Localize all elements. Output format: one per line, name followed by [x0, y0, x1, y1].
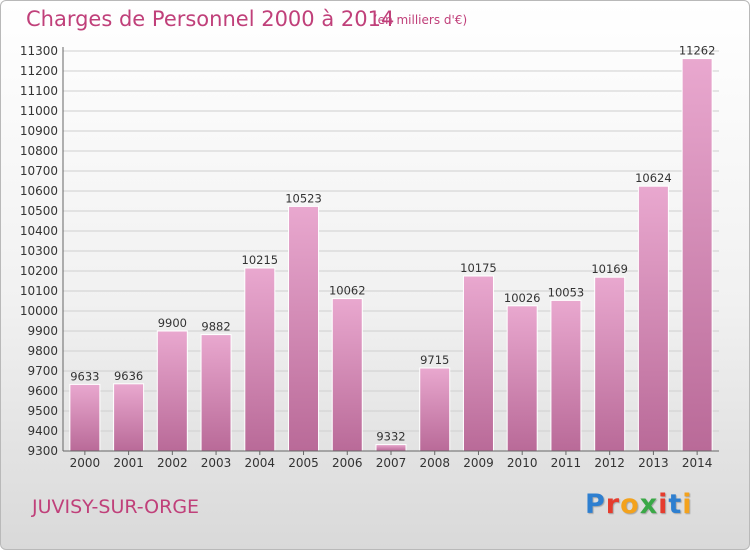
y-tick-label: 10100	[20, 284, 58, 298]
bar	[550, 299, 582, 452]
bar	[462, 275, 494, 452]
bar	[69, 383, 101, 452]
logo-letter: i	[658, 489, 669, 520]
x-tick-label: 2010	[507, 456, 538, 470]
bar	[506, 305, 538, 452]
x-tick-label: 2012	[594, 456, 625, 470]
data-label: 10062	[329, 284, 366, 298]
data-label: 9633	[70, 369, 99, 383]
bar	[288, 205, 320, 452]
y-tick-label: 10400	[20, 224, 58, 238]
y-tick-label: 10300	[20, 244, 58, 258]
data-label: 9715	[420, 353, 449, 367]
logo-letter: t	[668, 489, 683, 520]
x-tick-label: 2004	[245, 456, 276, 470]
logo-letter: x	[639, 489, 659, 520]
y-tick-label: 9700	[27, 364, 58, 378]
y-tick-label: 10800	[20, 144, 58, 158]
bar	[681, 58, 713, 452]
x-tick-label: 2011	[551, 456, 582, 470]
x-tick-label: 2014	[682, 456, 713, 470]
data-label: 10053	[548, 285, 585, 299]
y-tick-label: 10200	[20, 264, 58, 278]
data-label: 9332	[376, 430, 405, 444]
y-tick-label: 10000	[20, 304, 58, 318]
data-label: 9882	[201, 320, 230, 334]
bar	[419, 367, 451, 452]
bar	[156, 330, 188, 452]
proxiti-logo[interactable]: Proxiti	[585, 489, 693, 520]
y-tick-label: 9500	[27, 404, 58, 418]
x-tick-label: 2003	[201, 456, 232, 470]
logo-letter: r	[605, 489, 621, 520]
y-tick-label: 9300	[27, 444, 58, 458]
bar	[637, 185, 669, 452]
x-tick-label: 2009	[463, 456, 494, 470]
y-tick-label: 9900	[27, 324, 58, 338]
data-label: 10215	[242, 253, 279, 267]
x-tick-label: 2002	[157, 456, 188, 470]
y-tick-label: 11100	[20, 84, 58, 98]
x-tick-label: 2005	[288, 456, 319, 470]
data-label: 9900	[158, 316, 187, 330]
y-tick-label: 11200	[20, 64, 58, 78]
x-tick-label: 2013	[638, 456, 669, 470]
data-label: 9636	[114, 369, 143, 383]
data-label: 10169	[591, 262, 628, 276]
bar	[375, 444, 407, 452]
logo-letter: i	[682, 489, 693, 520]
y-tick-label: 11300	[20, 44, 58, 58]
data-label: 11262	[679, 44, 716, 58]
y-tick-label: 9800	[27, 344, 58, 358]
x-tick-label: 2001	[113, 456, 144, 470]
data-label: 10175	[460, 261, 497, 275]
y-tick-label: 10500	[20, 204, 58, 218]
bar	[200, 334, 232, 452]
unit-note: (en milliers d'€)	[373, 13, 468, 27]
y-tick-label: 9400	[27, 424, 58, 438]
y-tick-label: 10600	[20, 184, 58, 198]
data-label: 10624	[635, 171, 672, 185]
bar	[244, 267, 276, 452]
axis-layer: 9300 9400 9500 9600 9700 9800 9900 10000 10100 10…	[20, 44, 719, 470]
x-tick-label: 2000	[70, 456, 101, 470]
bar	[594, 276, 626, 452]
x-tick-label: 2008	[419, 456, 450, 470]
y-tick-label: 10700	[20, 164, 58, 178]
data-label: 10026	[504, 291, 541, 305]
chart-title: Charges de Personnel 2000 à 2014	[26, 7, 395, 31]
city-name: JUVISY-SUR-ORGE	[32, 496, 200, 518]
y-tick-label: 9600	[27, 384, 58, 398]
bar	[331, 298, 363, 452]
y-tick-label: 10900	[20, 124, 58, 138]
logo-letter: P	[585, 489, 606, 520]
logo-letter: o	[620, 489, 640, 520]
y-tick-label: 11000	[20, 104, 58, 118]
bar-layer: 9633 9636 9900 9882 10215 10523 10062 9332 9715 1…	[69, 44, 716, 452]
bar	[113, 383, 145, 452]
x-tick-label: 2006	[332, 456, 363, 470]
data-label: 10523	[285, 191, 322, 205]
x-tick-label: 2007	[376, 456, 407, 470]
